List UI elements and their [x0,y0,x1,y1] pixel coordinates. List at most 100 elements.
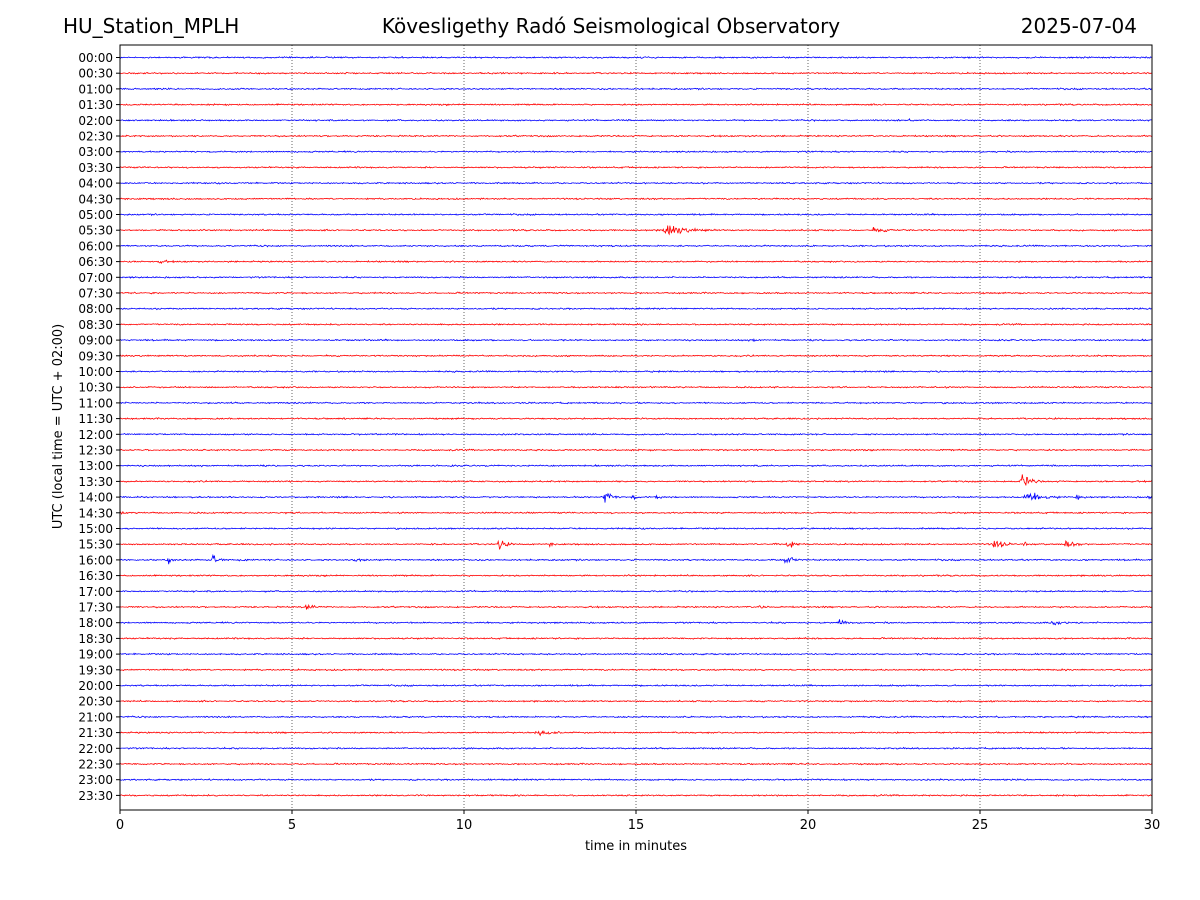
y-tick-label: 23:30 [78,789,113,803]
trace-0600 [120,244,1153,248]
trace-0630 [119,259,1153,265]
x-tick-label: 25 [972,818,989,833]
trace-0030 [119,71,1153,75]
trace-0530 [119,225,1153,236]
trace-0300 [119,150,1153,154]
trace-0500 [119,212,1153,217]
y-tick-label: 03:30 [78,161,113,175]
trace-1700 [119,589,1153,593]
y-tick-label: 12:00 [78,428,113,442]
trace-0200 [119,117,1153,122]
y-tick-label: 23:00 [78,773,113,787]
trace-1400 [119,492,1153,503]
y-tick-label: 03:00 [78,145,113,159]
y-tick-label: 13:00 [78,459,113,473]
record-date: 2025-07-04 [1020,14,1137,38]
y-tick-label: 13:30 [78,475,113,489]
y-tick-label: 18:30 [78,632,113,646]
y-tick-label: 14:00 [78,491,113,505]
y-tick-label: 21:00 [78,710,113,724]
trace-2300 [119,778,1153,782]
y-tick-label: 00:30 [78,67,113,81]
y-tick-label: 02:00 [78,114,113,128]
trace-1330 [119,474,1153,486]
y-tick-label: 21:30 [78,726,113,740]
trace-0730 [119,291,1153,295]
trace-0930 [119,354,1153,358]
y-tick-label: 02:30 [78,130,113,144]
y-tick-label: 06:30 [78,255,113,269]
plot-frame [119,44,1153,811]
trace-2000 [119,683,1153,688]
y-tick-label: 19:30 [78,663,113,677]
y-tick-label: 16:00 [78,553,113,567]
x-tick-labels: 0 5 10 15 20 25 30 [116,810,1160,833]
trace-1230 [119,448,1153,452]
trace-1630 [119,573,1153,578]
trace-2200 [119,746,1152,750]
y-tick-label: 11:00 [78,396,113,410]
trace-1200 [119,432,1153,436]
trace-1600 [119,553,1153,565]
vertical-grid [291,45,981,810]
y-tick-label: 06:00 [78,239,113,253]
y-axis-label: UTC (local time = UTC + 02:00) [51,324,66,529]
y-tick-label: 15:00 [78,522,113,536]
observatory-title: Kövesligethy Radó Seismological Observat… [381,14,841,38]
trace-0700 [119,275,1153,279]
trace-1500 [119,526,1153,531]
y-tick-label: 17:00 [78,585,113,599]
trace-2030 [119,699,1153,703]
trace-1130 [119,417,1153,421]
trace-1030 [120,385,1153,389]
y-tick-label: 04:00 [78,177,113,191]
x-tick-label: 0 [116,818,124,833]
y-tick-label: 20:00 [78,679,113,693]
y-tick-label: 22:00 [78,742,113,756]
trace-1730 [119,603,1153,610]
station-name: HU_Station_MPLH [63,14,240,38]
x-tick-label: 20 [800,818,817,833]
y-tick-label: 15:30 [78,538,113,552]
y-tick-label: 10:00 [78,365,113,379]
y-tick-label: 05:30 [78,224,113,238]
trace-1000 [119,369,1153,374]
trace-0900 [119,338,1153,342]
y-tick-label: 01:30 [78,98,113,112]
trace-0830 [119,322,1153,326]
y-tick-label: 22:30 [78,758,113,772]
trace-2330 [119,793,1153,797]
y-tick-label: 07:00 [78,271,113,285]
x-tick-label: 5 [288,818,296,833]
y-tick-label: 12:30 [78,444,113,458]
y-tick-label: 18:00 [78,616,113,630]
trace-0130 [120,102,1153,107]
y-tick-label: 04:30 [78,192,113,206]
y-tick-label: 20:30 [78,695,113,709]
trace-1800 [119,619,1152,626]
trace-1530 [119,539,1153,550]
y-tick-label: 01:00 [78,82,113,96]
y-tick-label: 00:00 [78,51,113,65]
y-tick-label: 19:00 [78,648,113,662]
x-axis-label: time in minutes [585,839,687,854]
trace-1900 [120,652,1153,656]
trace-1930 [119,668,1153,672]
trace-0000 [119,55,1153,60]
x-tick-label: 30 [1144,818,1161,833]
trace-1430 [119,510,1153,515]
trace-0230 [119,134,1153,138]
trace-0430 [120,197,1153,201]
trace-2130 [119,730,1153,737]
y-tick-label: 08:30 [78,318,113,332]
y-tick-label: 14:30 [78,506,113,520]
y-tick-label: 08:00 [78,302,113,316]
y-tick-label: 11:30 [78,412,113,426]
y-tick-label: 09:30 [78,349,113,363]
trace-0100 [119,87,1153,91]
trace-2100 [119,715,1153,719]
x-tick-label: 10 [456,818,473,833]
y-tick-label: 16:30 [78,569,113,583]
trace-1300 [119,464,1153,468]
